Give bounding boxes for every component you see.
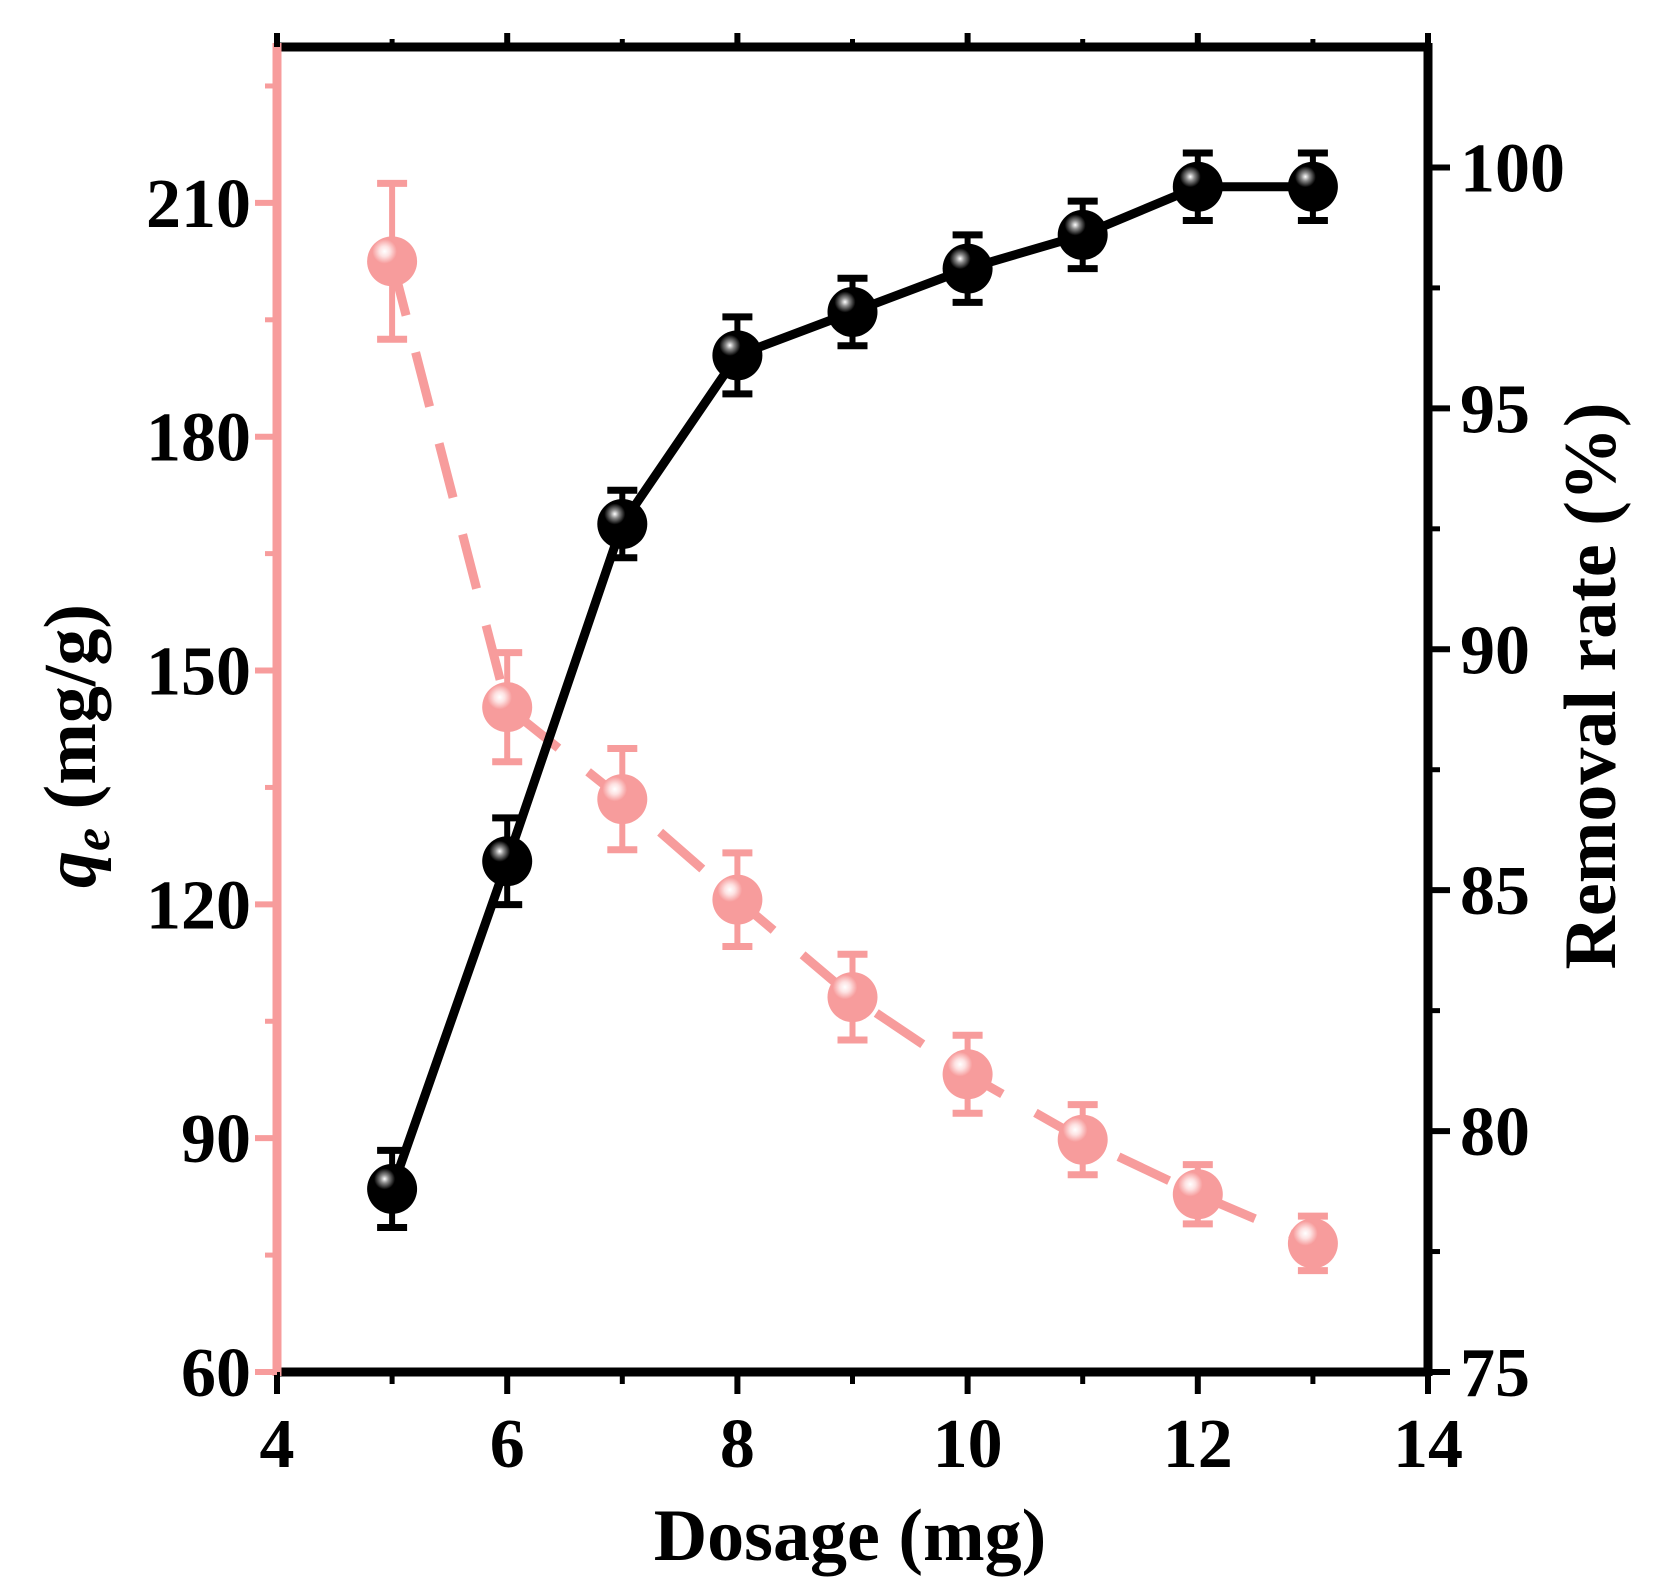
x-axis-title: Dosage (mg) <box>654 1495 1047 1577</box>
x-tick-label: 4 <box>260 1406 295 1483</box>
y-left-title-subscript: e <box>64 828 121 851</box>
y-left-tick-label: 150 <box>146 634 251 711</box>
y-left-tick-label: 180 <box>146 400 251 477</box>
data-point <box>1287 1218 1338 1269</box>
data-point <box>827 972 878 1023</box>
data-point <box>482 836 533 887</box>
x-tick-label: 8 <box>720 1406 755 1483</box>
x-tick-label: 10 <box>933 1406 1003 1483</box>
data-point <box>1287 161 1338 212</box>
data-point <box>712 874 763 925</box>
data-point <box>942 1049 993 1100</box>
data-point <box>1057 209 1108 260</box>
data-point <box>482 682 533 733</box>
data-point <box>597 774 648 825</box>
y-right-tick-label: 95 <box>1460 371 1530 448</box>
axes-layer: 4 6 8 10 12 14 60 90 120 150 180 210 75 80 85 90 95 100 <box>146 33 1565 1483</box>
y-right-tick-label: 80 <box>1460 1094 1530 1171</box>
series-line <box>387 260 1315 1248</box>
data-point <box>712 330 763 381</box>
labels-layer: Dosage (mg) qe (mg/g) Removal rate (%) <box>30 402 1632 1577</box>
y-right-tick-label: 75 <box>1460 1335 1530 1412</box>
data-point <box>1172 161 1223 212</box>
y-right-axis-title: Removal rate (%) <box>1550 402 1632 969</box>
data-point <box>367 1163 418 1214</box>
data-point <box>367 236 418 287</box>
y-left-tick-label: 60 <box>181 1335 251 1412</box>
series-removal-rate <box>367 149 1338 1231</box>
y-left-tick-label: 90 <box>181 1101 251 1178</box>
data-point <box>1172 1169 1223 1220</box>
series-layer <box>367 149 1338 1275</box>
y-left-title-symbol: q <box>30 851 112 888</box>
y-left-title-unit: (mg/g) <box>30 604 112 828</box>
data-point <box>942 243 993 294</box>
x-tick-label: 12 <box>1163 1406 1233 1483</box>
y-right-tick-label: 85 <box>1460 853 1530 930</box>
y-right-tick-label: 90 <box>1460 612 1530 689</box>
data-point <box>597 499 648 549</box>
data-point <box>827 287 878 337</box>
data-point <box>1057 1114 1108 1165</box>
y-right-tick-label: 100 <box>1460 130 1565 207</box>
y-left-tick-label: 210 <box>146 166 251 243</box>
y-left-axis-title: qe (mg/g) <box>30 604 121 888</box>
y-left-tick-label: 120 <box>146 867 251 944</box>
x-tick-label: 6 <box>490 1406 525 1483</box>
x-tick-label: 14 <box>1393 1406 1463 1483</box>
